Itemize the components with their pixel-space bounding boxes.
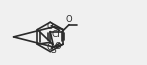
Text: O: O: [47, 22, 53, 31]
Text: O: O: [55, 42, 61, 51]
Text: Cl: Cl: [51, 30, 60, 39]
Text: S: S: [50, 46, 56, 55]
Text: O: O: [47, 43, 53, 52]
Text: O: O: [66, 15, 72, 24]
